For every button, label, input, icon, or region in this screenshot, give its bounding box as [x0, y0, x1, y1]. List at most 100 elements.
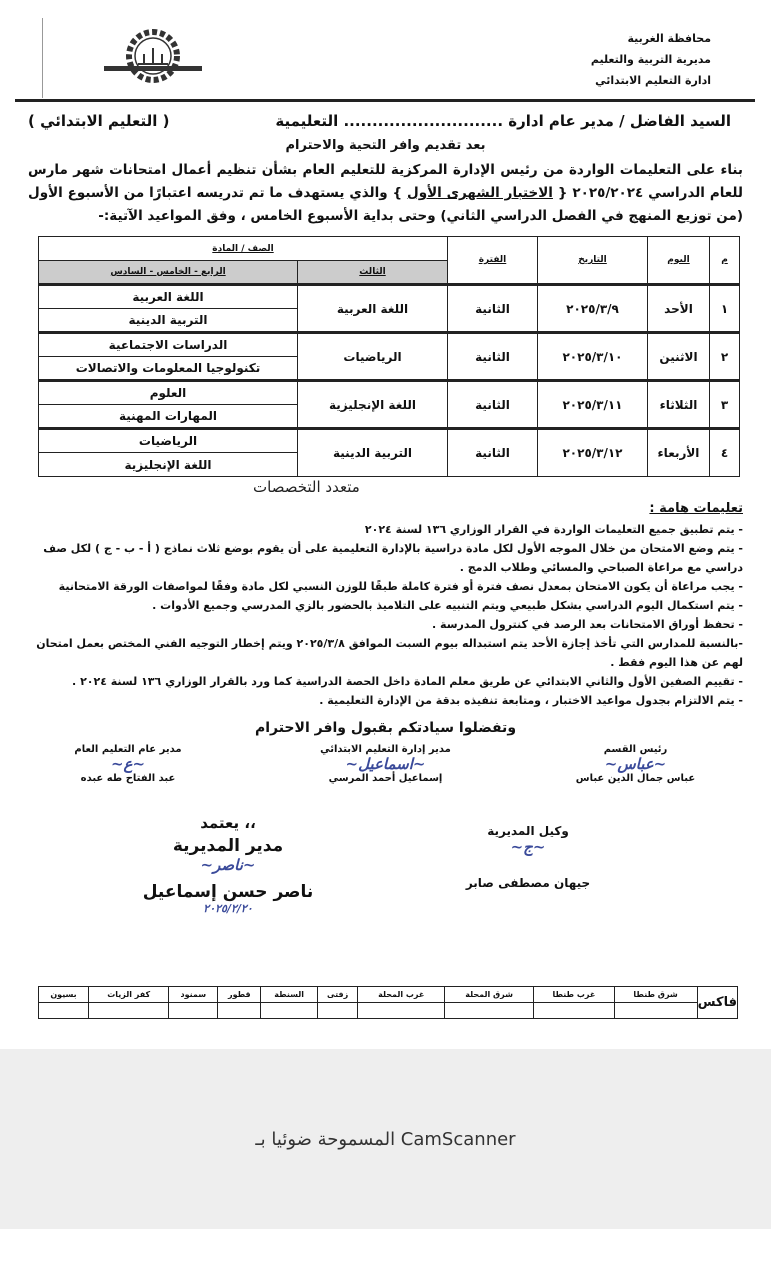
- cell-upper: التربية الدينية: [38, 308, 298, 333]
- fax-column: غرب المحلة: [357, 986, 445, 1003]
- sig-title: مدير المديرية: [172, 836, 284, 856]
- camscanner-brand: المسموحة ضوئيا بـ CamScanner: [255, 1129, 516, 1150]
- instruction-item: - يتم استكمال اليوم الدراسي بشكل طبيعي و…: [152, 599, 743, 612]
- cell-date: ٢٠٢٥/٣/١٠: [537, 331, 648, 381]
- fax-column: غرب طنطا: [533, 986, 615, 1003]
- col-day: اليوم: [647, 236, 710, 285]
- fax-cell: [87, 1002, 170, 1019]
- cell-num: ٢: [709, 331, 740, 381]
- signature-mark: ~عباس~: [604, 755, 667, 773]
- fax-cell: [357, 1002, 445, 1019]
- cell-upper: المهارات المهنية: [38, 404, 298, 429]
- signature-director: يعتمد ،، مدير المديرية ~ناصر~ ناصر حسن إ…: [118, 814, 338, 915]
- instruction-item: -بالنسبة للمدارس التي تأخذ إجازة الأحد ي…: [36, 637, 743, 669]
- signatures: رئيس القسم ~عباس~ عباس جمال الدين عباس م…: [28, 744, 743, 976]
- col-date: التاريخ: [537, 236, 648, 285]
- intro-text: بناء على التعليمات الواردة من رئيس الإدا…: [28, 162, 743, 201]
- instruction-item: - يتم وضع الامتحان من خلال الموجه الأول …: [43, 542, 743, 574]
- closing: وتفضلوا سيادتكم بقبول وافر الاحترام: [254, 720, 517, 736]
- col-upper: الرابع - الخامس - السادس: [38, 260, 298, 285]
- header-rule: [15, 99, 755, 102]
- sig-name: عبد الفتاح طه عبده: [80, 773, 176, 784]
- cell-period: الثانية: [447, 379, 538, 429]
- table-row: تكنولوجيا المعلومات والاتصالات: [38, 356, 740, 381]
- instruction-item: - يتم تطبيق جميع التعليمات الواردة في ال…: [364, 523, 743, 536]
- instructions-title: تعليمات هامة :: [649, 501, 743, 516]
- table-row: ٤ الأربعاء ٢٠٢٥/٣/١٢ الثانية التربية الدينية…: [38, 427, 740, 477]
- cell-date: ٢٠٢٥/٣/٩: [537, 283, 648, 333]
- sig-title: مدير إدارة التعليم الابتدائي: [320, 744, 451, 755]
- signature-primary: مدير إدارة التعليم الابتدائي ~اسماعيل~ إ…: [278, 744, 493, 784]
- col-num: م: [709, 236, 740, 285]
- instruction-item: - يتم الالتزام بجدول مواعيد الاختبار ، و…: [319, 694, 743, 707]
- intro-paragraph: بناء على التعليمات الواردة من رئيس الإدا…: [28, 159, 743, 228]
- sig-name: ناصر حسن إسماعيل: [142, 882, 314, 902]
- cell-period: الثانية: [447, 331, 538, 381]
- cell-date: ٢٠٢٥/٣/١٢: [537, 427, 648, 477]
- fax-label: فاكس: [696, 986, 739, 1019]
- addressee-to: السيد الفاضل / مدير عام ادارة ..........…: [275, 112, 731, 130]
- cell-num: ٤: [709, 427, 740, 477]
- cell-upper: اللغة العربية: [38, 283, 298, 309]
- table-row: ٣ الثلاثاء ٢٠٢٥/٣/١١ الثانية اللغة الإنجليزي…: [38, 379, 740, 429]
- approve-label: يعتمد ،،: [200, 814, 256, 832]
- fax-cell: [316, 1002, 359, 1019]
- fax-column: شرق طنطا: [613, 986, 698, 1003]
- exam-name: الاختبار الشهرى الأول: [406, 185, 553, 201]
- cell-day: الثلاثاء: [647, 379, 710, 429]
- cell-third: التربية الدينية: [297, 427, 448, 477]
- sig-name: عباس جمال الدين عباس: [575, 773, 696, 784]
- fax-column: شرق المحلة: [443, 986, 535, 1003]
- addressee: السيد الفاضل / مدير عام ادارة ..........…: [28, 112, 743, 130]
- cell-third: الرياضيات: [297, 331, 448, 381]
- cell-period: الثانية: [447, 427, 538, 477]
- cell-period: الثانية: [447, 283, 538, 333]
- table-row: ١ الأحد ٢٠٢٥/٣/٩ الثانية اللغة العربية اللغة …: [38, 283, 740, 333]
- fax-cell: [168, 1002, 219, 1019]
- cell-upper: اللغة الإنجليزية: [38, 452, 298, 477]
- instructions: تعليمات هامة : - يتم تطبيق جميع التعليما…: [28, 499, 743, 710]
- fax-column: السنطة: [260, 986, 318, 1003]
- cell-num: ٣: [709, 379, 740, 429]
- cell-third: اللغة العربية: [297, 283, 448, 333]
- divider: [42, 18, 43, 98]
- instruction-item: - يجب مراعاة أن يكون الامتحان بمعدل نصف …: [58, 580, 743, 593]
- letterhead: محافظة الغربية مديرية التربية والتعليم ا…: [591, 28, 711, 91]
- letterhead-line: محافظة الغربية: [627, 32, 711, 45]
- fax-column: زفتى: [316, 986, 359, 1003]
- fax-cell: [260, 1002, 318, 1019]
- col-period: الفترة: [447, 236, 538, 285]
- camscanner-footer: المسموحة ضوئيا بـ CamScanner: [0, 1049, 771, 1229]
- signature-deputy: وكيل المديرية ~ج~ جيهان مصطفى صابر: [428, 824, 628, 890]
- fax-table: فاكس شرق طنطا غرب طنطا شرق المحلة غرب المحلة…: [38, 986, 739, 1019]
- fax-cell: [613, 1002, 698, 1019]
- cell-day: الأربعاء: [647, 427, 710, 477]
- fax-column: سمنود: [168, 986, 219, 1003]
- instruction-item: - تقييم الصفين الأول والثاني الابتدائي ع…: [72, 675, 743, 688]
- cell-upper: الدراسات الاجتماعية: [38, 331, 298, 357]
- intro-text: ، وفق المواعيد الآتية:-: [98, 208, 246, 224]
- fax-column: بسيون: [38, 986, 89, 1003]
- sig-date: ٢٠٢٥/٢/٢٠: [203, 902, 253, 915]
- letterhead-line: ادارة التعليم الابتدائي: [595, 74, 711, 87]
- sig-title: مدير عام التعليم العام: [74, 744, 182, 755]
- exam-schedule-table: م اليوم التاريخ الفترة الصف / المادة الث…: [38, 236, 740, 477]
- cell-upper: الرياضيات: [38, 427, 298, 453]
- cell-num: ١: [709, 283, 740, 333]
- signature-mark: ~ناصر~: [200, 856, 256, 874]
- fax-cell: [217, 1002, 262, 1019]
- signature-mark: ~ع~: [110, 755, 146, 773]
- letterhead-area: محافظة الغربية مديرية التربية والتعليم ا…: [0, 0, 771, 112]
- cell-upper: العلوم: [38, 379, 298, 405]
- cell-day: الأحد: [647, 283, 710, 333]
- cell-date: ٢٠٢٥/٣/١١: [537, 379, 648, 429]
- addressee-dept: ( التعليم الابتدائي ): [28, 112, 170, 130]
- table-row: اللغة الإنجليزية: [38, 452, 740, 477]
- table-row: المهارات المهنية: [38, 404, 740, 429]
- intro-text: } والذي يستهدف ما تم تدريسه اعتبارًا من …: [28, 185, 743, 224]
- sig-name: إسماعيل أحمد المرسي: [328, 773, 443, 784]
- gear-logo-icon: [104, 29, 202, 83]
- intro-emphasis: بداية الأسبوع الخامس: [250, 208, 394, 224]
- col-grade-subject: الصف / المادة: [38, 236, 448, 261]
- greeting: بعد تقديم وافر التحية والاحترام: [285, 138, 486, 153]
